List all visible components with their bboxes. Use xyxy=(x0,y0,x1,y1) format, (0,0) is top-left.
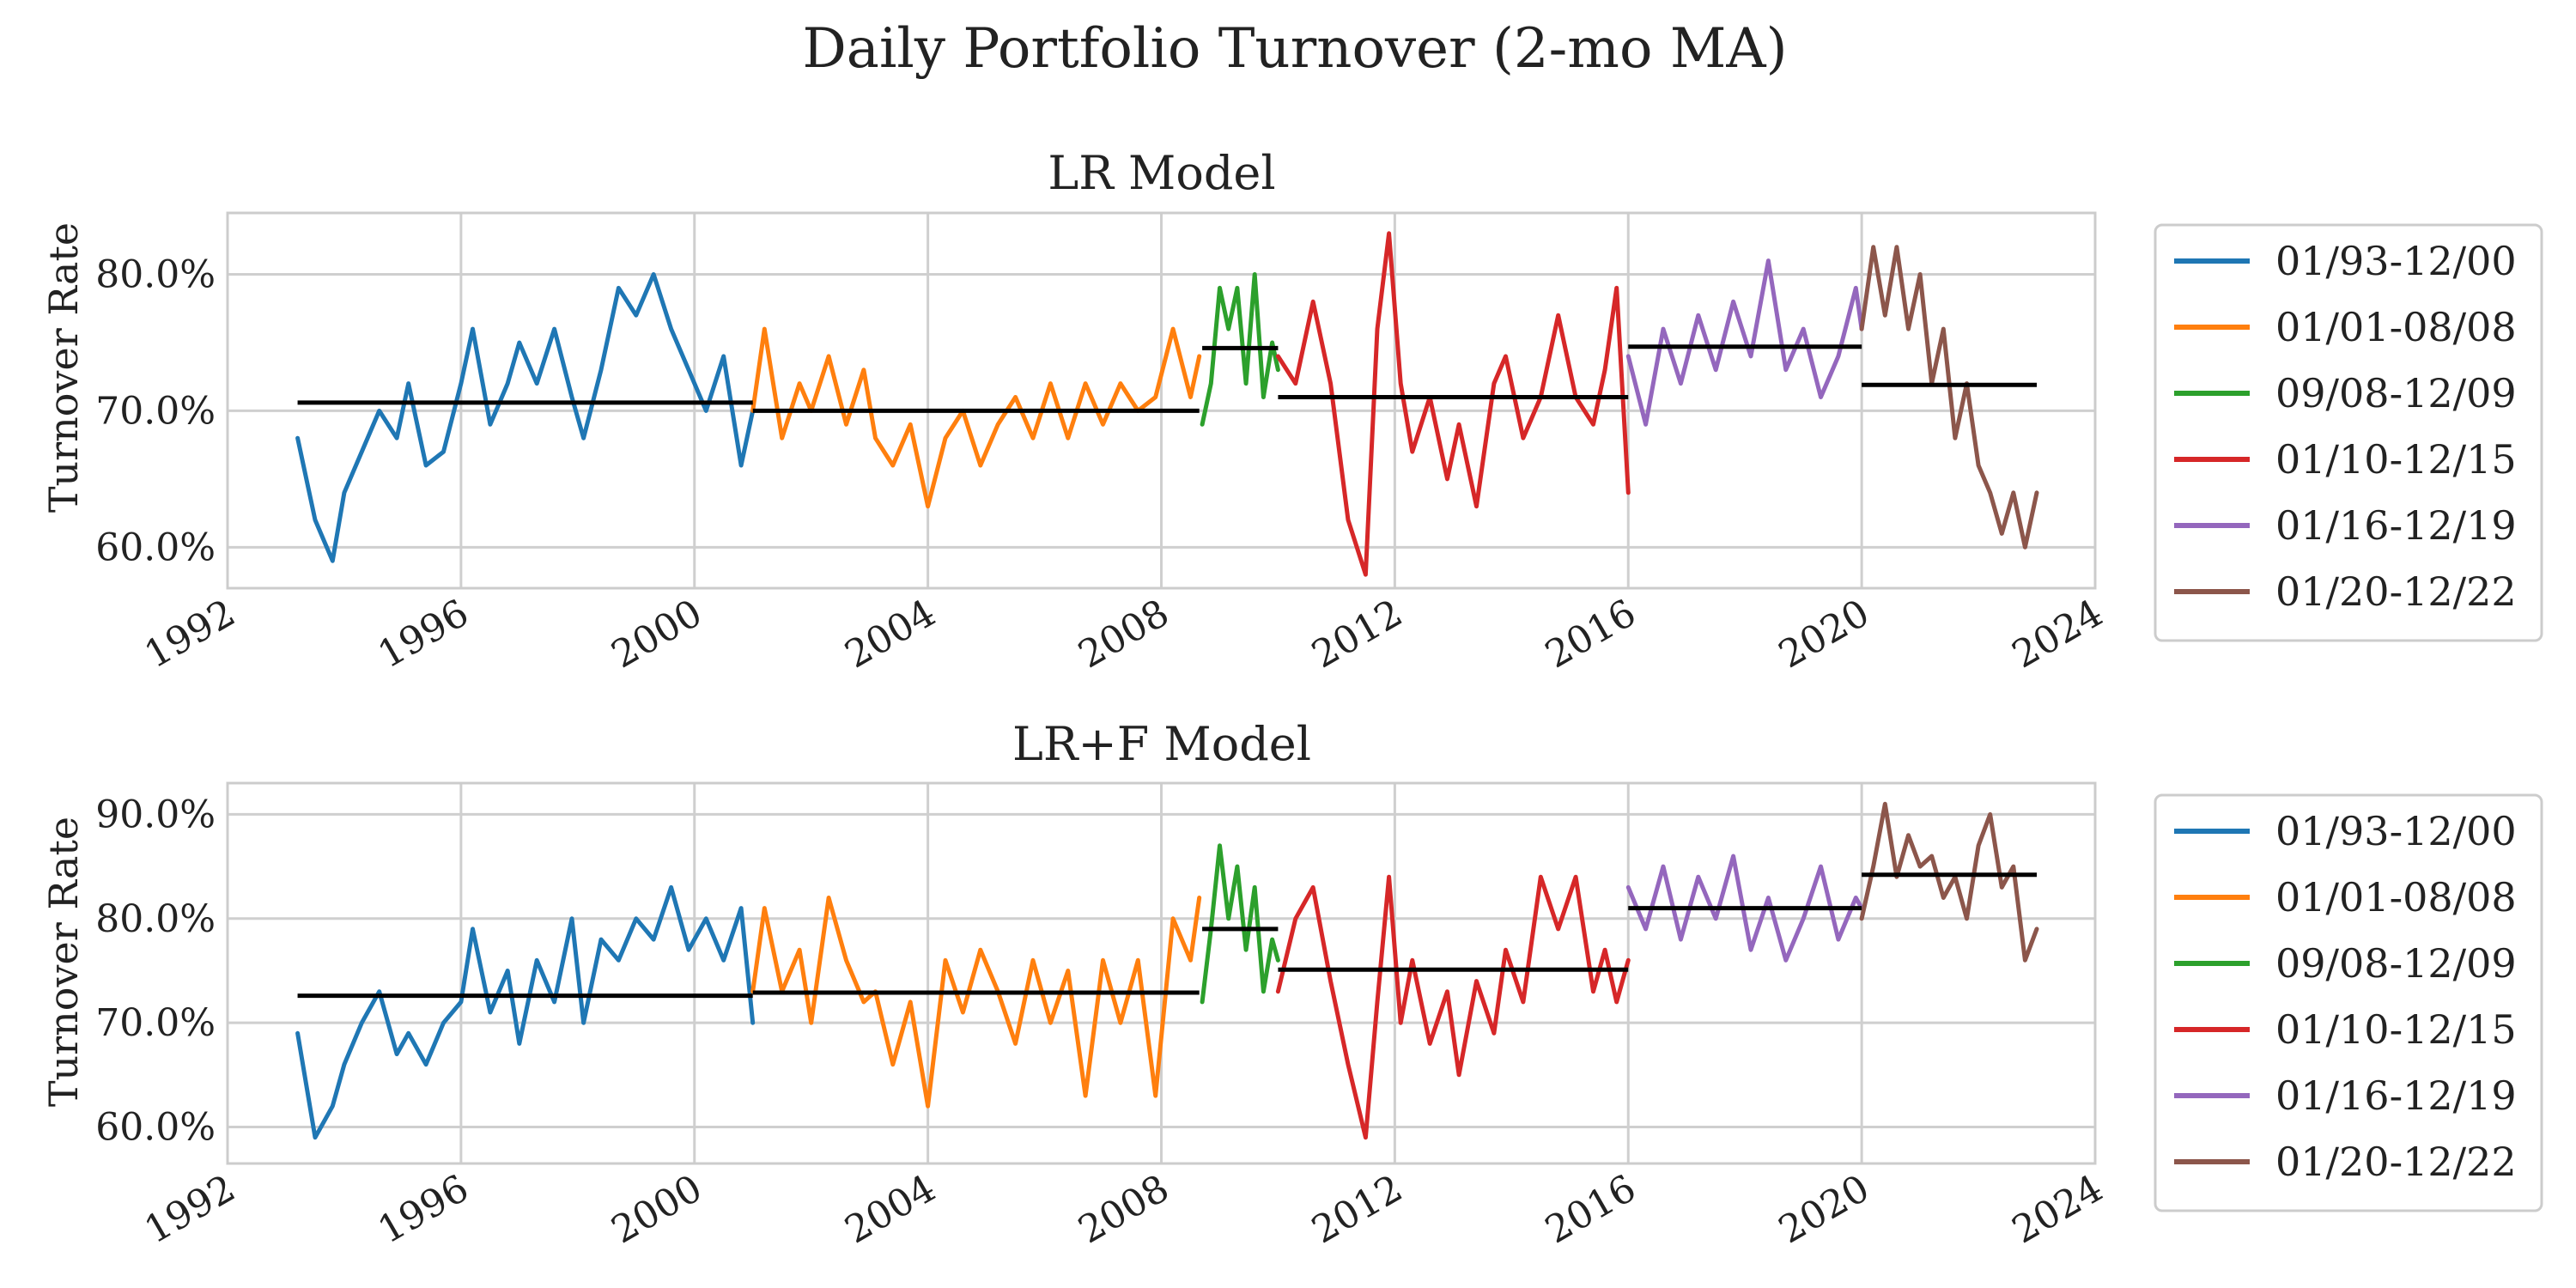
x-tick-label: 2000 xyxy=(605,1166,709,1252)
series-line xyxy=(1275,231,1631,577)
y-tick-label: 60.0% xyxy=(95,526,216,569)
series-line xyxy=(1859,245,2039,550)
x-tick-label: 2004 xyxy=(838,591,943,677)
x-tick-label: 2024 xyxy=(2005,591,2110,677)
series-line xyxy=(295,884,756,1140)
legend-label: 01/10-12/15 xyxy=(2275,1006,2517,1053)
legend: 01/93-12/00 01/01-08/08 09/08-12/09 01/10-1… xyxy=(2154,793,2543,1212)
legend-label: 01/93-12/00 xyxy=(2275,808,2517,854)
x-tick-label: 1996 xyxy=(371,591,476,677)
series-line xyxy=(1275,874,1631,1140)
figure-title: Daily Portfolio Turnover (2-mo MA) xyxy=(802,17,1787,81)
series-line xyxy=(750,326,1202,509)
series-line xyxy=(1625,854,1864,963)
series-line xyxy=(1859,801,2039,963)
x-tick-label: 2016 xyxy=(1538,591,1643,677)
axes-frame xyxy=(226,781,2097,1165)
x-tick-label: 2020 xyxy=(1771,1166,1876,1252)
legend-label: 01/20-12/22 xyxy=(2275,568,2517,615)
y-tick-label: 70.0% xyxy=(95,389,216,433)
x-tick-label: 1992 xyxy=(137,591,242,677)
panel-title: LR Model xyxy=(1048,146,1275,200)
x-tick-label: 1996 xyxy=(371,1166,476,1252)
x-tick-label: 2004 xyxy=(838,1166,943,1252)
x-tick-label: 2016 xyxy=(1538,1166,1643,1252)
series-line xyxy=(750,896,1202,1109)
series-line xyxy=(1200,272,1280,427)
axes-frame xyxy=(226,211,2097,590)
legend-label: 01/16-12/19 xyxy=(2275,1072,2517,1119)
legend-label: 09/08-12/09 xyxy=(2275,940,2517,987)
panel-lr-model: LR Model Turnover Rate 60.0% 70.0% 80.0% 19… xyxy=(40,146,2543,677)
y-tick-label: 80.0% xyxy=(95,897,216,941)
legend-label: 01/20-12/22 xyxy=(2275,1139,2517,1185)
legend-label: 01/93-12/00 xyxy=(2275,238,2517,284)
x-tick-label: 2020 xyxy=(1771,591,1876,677)
x-tick-label: 2024 xyxy=(2005,1166,2110,1252)
series-line xyxy=(1625,258,1864,427)
series-line xyxy=(295,272,756,563)
legend: 01/93-12/00 01/01-08/08 09/08-12/09 01/10-1… xyxy=(2154,223,2543,642)
y-tick-label: 80.0% xyxy=(95,253,216,297)
legend-label: 01/01-08/08 xyxy=(2275,874,2517,920)
x-tick-label: 2012 xyxy=(1304,591,1409,677)
legend-frame xyxy=(2154,793,2543,1212)
legend-label: 09/08-12/09 xyxy=(2275,370,2517,416)
x-tick-label: 2000 xyxy=(605,591,709,677)
panel-lr-f-model: LR+F Model Turnover Rate 60.0% 70.0% 80.0%… xyxy=(40,717,2543,1253)
series-line xyxy=(1200,843,1280,1005)
x-tick-label: 2012 xyxy=(1304,1166,1409,1252)
panel-title: LR+F Model xyxy=(1012,717,1311,771)
legend-label: 01/01-08/08 xyxy=(2275,304,2517,350)
y-tick-label: 70.0% xyxy=(95,1001,216,1045)
x-tick-label: 2008 xyxy=(1072,591,1176,677)
x-tick-label: 2008 xyxy=(1072,1166,1176,1252)
x-tick-label: 1992 xyxy=(137,1166,242,1252)
legend-frame xyxy=(2154,223,2543,642)
y-axis-label: Turnover Rate xyxy=(40,817,87,1107)
legend-label: 01/10-12/15 xyxy=(2275,436,2517,483)
y-axis-label: Turnover Rate xyxy=(40,222,87,513)
y-tick-label: 60.0% xyxy=(95,1106,216,1150)
legend-label: 01/16-12/19 xyxy=(2275,502,2517,549)
y-tick-label: 90.0% xyxy=(95,793,216,836)
